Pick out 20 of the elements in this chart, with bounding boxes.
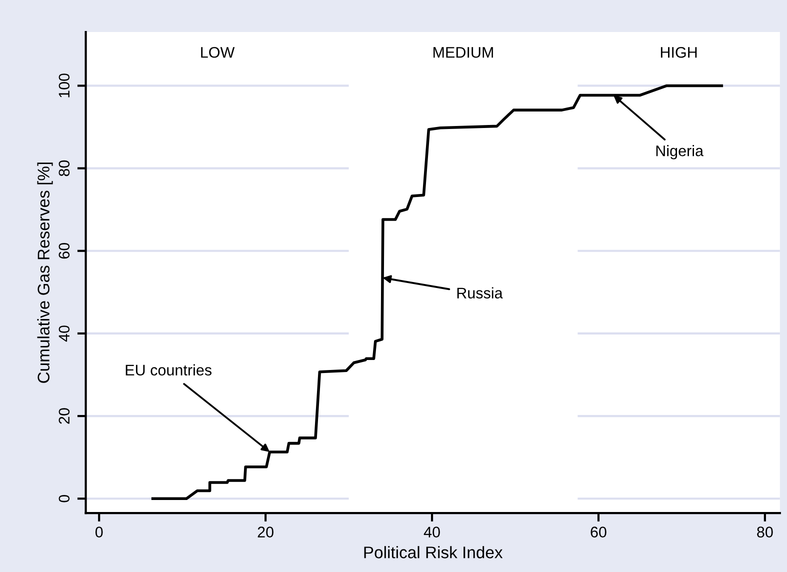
annotation: HIGH <box>660 46 697 58</box>
y-axis-title: Cumulative Gas Reserves [%] <box>37 162 53 383</box>
x-tick-label: 40 <box>424 526 440 538</box>
annotation: Russia <box>457 287 503 298</box>
band-label: MEDIUM <box>434 47 493 58</box>
x-tick-label: 20 <box>258 526 274 538</box>
y-tick-label: 60 <box>58 242 70 259</box>
y-tick-label: 40 <box>58 326 70 342</box>
x-tick-label: 0 <box>95 526 103 538</box>
y-tick-label: 0 <box>58 494 70 502</box>
y-tick-label: 20 <box>58 408 70 424</box>
annotation: EU countries <box>126 364 212 376</box>
x-tick-label: 60 <box>590 526 606 538</box>
y-tick-label: 100 <box>58 74 70 98</box>
x-axis-title: Political Risk Index <box>364 546 503 558</box>
y-tick-label: 80 <box>58 160 70 176</box>
annotation: LOW <box>201 46 235 58</box>
line-series <box>151 84 724 500</box>
x-tick-label: 80 <box>757 526 773 538</box>
annotation: Nigeria <box>656 145 704 160</box>
